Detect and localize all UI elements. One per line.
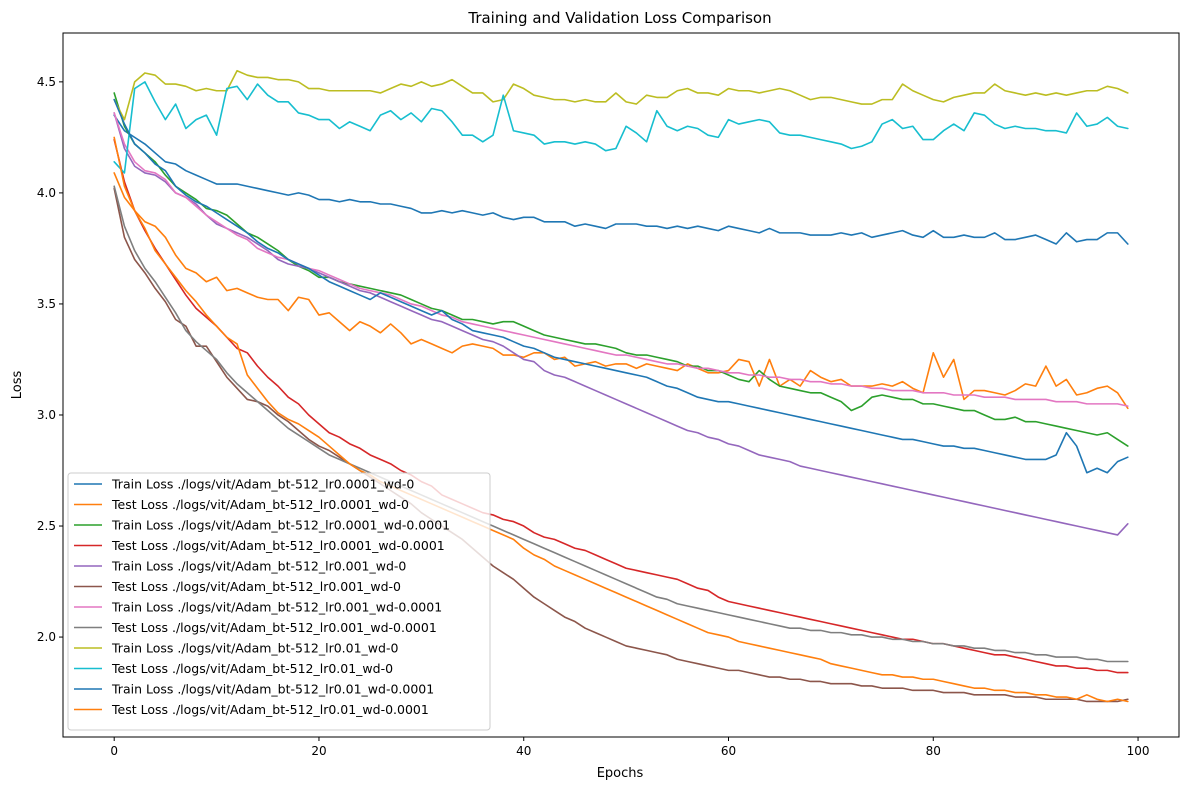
series-line-11 <box>113 98 1129 474</box>
x-axis: 0 20 40 60 80 100 <box>110 737 1149 758</box>
x-tick-label: 0 <box>110 744 118 758</box>
x-tick-label: 100 <box>1127 744 1150 758</box>
legend-entry: Test Loss ./logs/vit/Adam_bt-512_lr0.001… <box>111 579 401 594</box>
series-line-5 <box>113 112 1129 536</box>
y-tick-label: 4.5 <box>37 75 56 89</box>
legend-entry: Train Loss ./logs/vit/Adam_bt-512_lr0.00… <box>111 518 450 533</box>
legend-box <box>67 472 491 731</box>
y-tick-label: 3.5 <box>37 297 56 311</box>
x-tick-label: 40 <box>516 744 531 758</box>
legend-entry: Train Loss ./logs/vit/Adam_bt-512_lr0.00… <box>111 600 442 615</box>
legend-entry: Train Loss ./logs/vit/Adam_bt-512_lr0.00… <box>111 559 406 574</box>
y-tick-label: 4.0 <box>37 186 56 200</box>
y-tick-label: 2.5 <box>37 519 56 533</box>
x-axis-label: Epochs <box>597 766 644 781</box>
y-axis: 2.0 2.5 3.0 3.5 4.0 4.5 <box>37 75 63 644</box>
series-line-3 <box>113 92 1129 447</box>
series-line-6 <box>113 187 1129 703</box>
y-tick-label: 2.0 <box>37 630 56 644</box>
plot-lines <box>113 69 1129 703</box>
legend-entry: Test Loss ./logs/vit/Adam_bt-512_lr0.01_… <box>111 702 429 717</box>
legend-entry: Train Loss ./logs/vit/Adam_bt-512_lr0.00… <box>111 477 414 492</box>
plot-area <box>62 32 1180 738</box>
series-line-8 <box>113 185 1129 663</box>
x-tick-label: 80 <box>926 744 941 758</box>
legend: Train Loss ./logs/vit/Adam_bt-512_lr0.00… <box>67 472 491 731</box>
series-line-12 <box>113 136 1129 703</box>
legend-entry: Test Loss ./logs/vit/Adam_bt-512_lr0.000… <box>111 538 445 553</box>
series-line-9 <box>113 69 1129 121</box>
legend-entry: Test Loss ./logs/vit/Adam_bt-512_lr0.000… <box>111 497 409 512</box>
legend-entry: Train Loss ./logs/vit/Adam_bt-512_lr0.01… <box>111 682 434 697</box>
series-line-1 <box>113 114 1129 245</box>
legend-entry: Test Loss ./logs/vit/Adam_bt-512_lr0.01_… <box>111 661 393 676</box>
series-line-2 <box>113 172 1129 410</box>
legend-entry: Test Loss ./logs/vit/Adam_bt-512_lr0.001… <box>111 620 437 635</box>
x-tick-label: 20 <box>311 744 326 758</box>
series-line-7 <box>113 112 1129 407</box>
x-tick-label: 60 <box>721 744 736 758</box>
y-axis-label: Loss <box>10 371 25 400</box>
series-line-10 <box>113 81 1129 174</box>
chart-title: Training and Validation Loss Comparison <box>467 9 771 27</box>
legend-entry: Train Loss ./logs/vit/Adam_bt-512_lr0.01… <box>111 641 398 656</box>
y-tick-label: 3.0 <box>37 408 56 422</box>
series-line-4 <box>113 138 1129 674</box>
